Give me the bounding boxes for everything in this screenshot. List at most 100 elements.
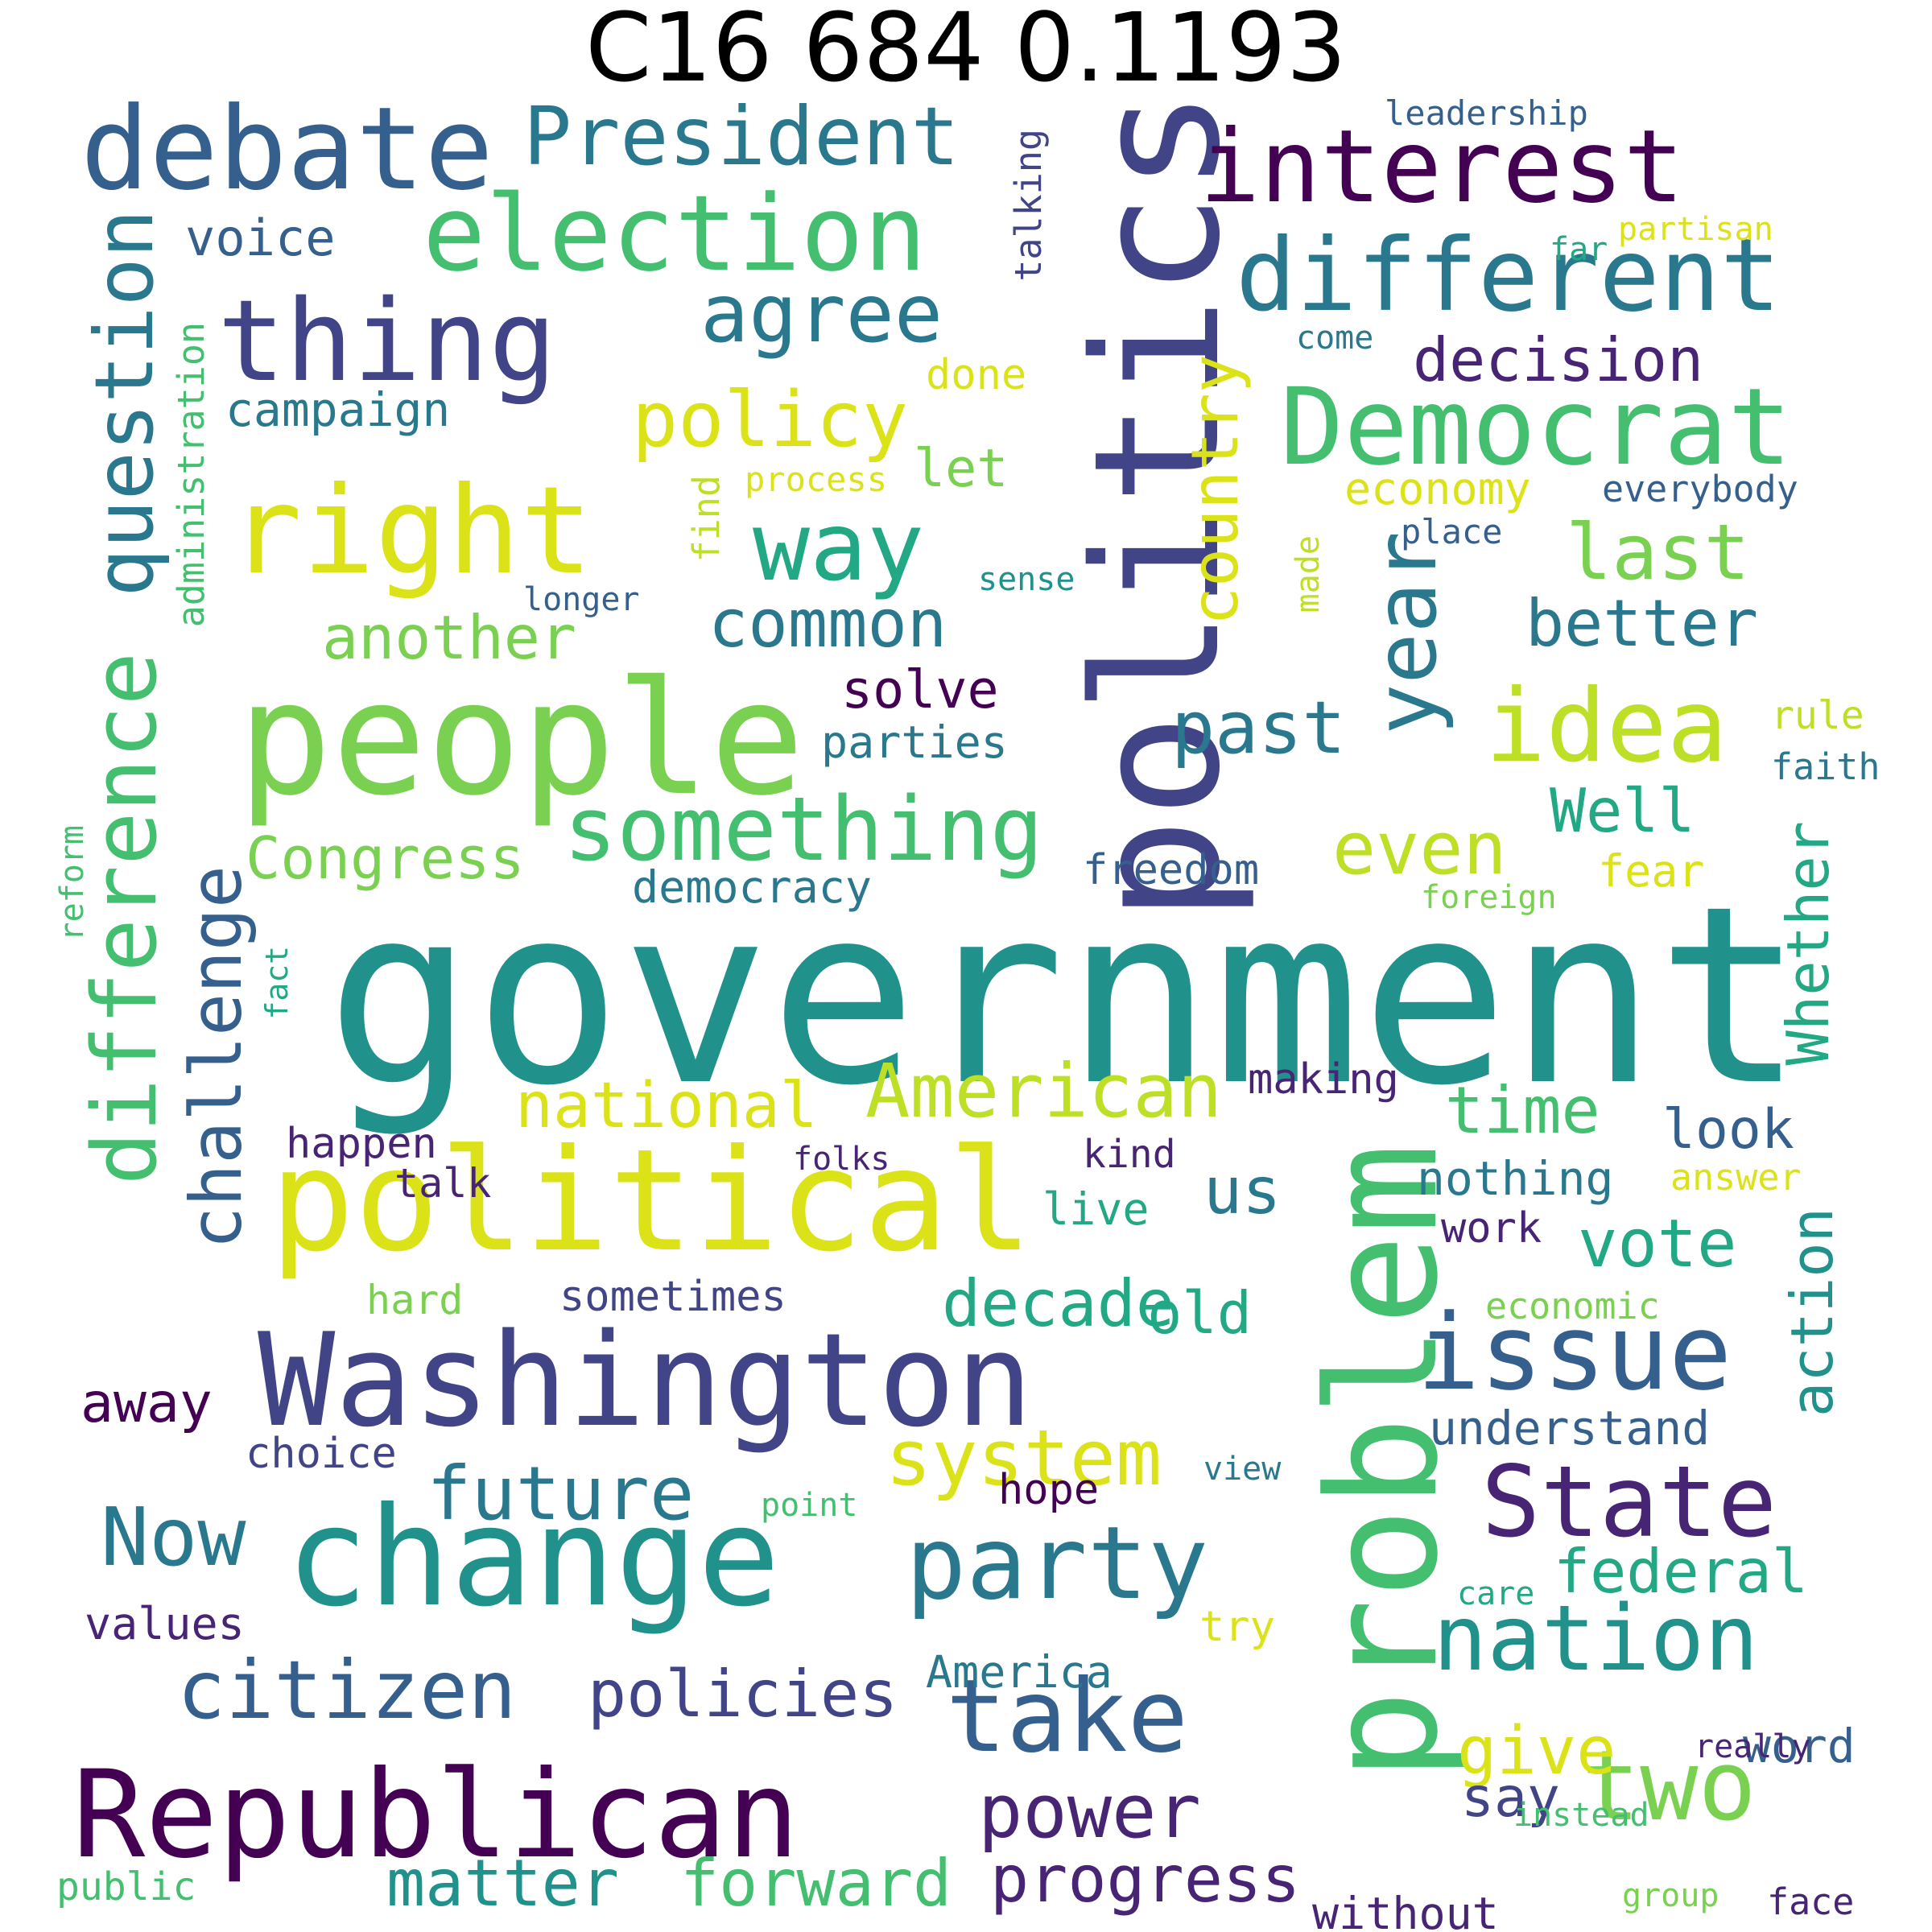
word-whether: Whether [1774, 821, 1842, 1066]
word-economic: economic [1485, 1285, 1660, 1327]
word-future: future [427, 1451, 695, 1537]
word-nation: nation [1433, 1587, 1759, 1691]
word-debate: debate [80, 83, 493, 216]
word-us: us [1203, 1154, 1282, 1228]
word-hard: hard [366, 1277, 464, 1323]
word-folks: folks [793, 1141, 890, 1178]
word-thing: thing [217, 276, 557, 407]
word-election: election [423, 172, 927, 295]
word-decision: decision [1413, 324, 1704, 395]
word-longer: longer [523, 581, 640, 618]
word-understand: understand [1429, 1401, 1711, 1455]
word-care: care [1457, 1575, 1535, 1612]
word-president: President [523, 89, 960, 184]
word-look: look [1662, 1098, 1794, 1162]
word-rule: rule [1771, 693, 1864, 738]
word-word: word [1743, 1719, 1856, 1773]
word-country: country [1178, 354, 1253, 626]
word-people: people [237, 647, 805, 830]
word-system: system [886, 1414, 1162, 1503]
word-everybody: everybody [1602, 468, 1798, 510]
word-really: really [1695, 1728, 1811, 1765]
word-campaign: campaign [225, 382, 451, 437]
word-parties: parties [821, 716, 1008, 768]
word-year: year [1357, 531, 1455, 735]
word-republican: Republican [72, 1745, 800, 1885]
word-made: made [1290, 535, 1327, 613]
word-state: State [1481, 1445, 1777, 1559]
word-policy: policy [632, 376, 909, 464]
word-hope: hope [998, 1466, 1100, 1514]
word-different: different [1236, 217, 1781, 334]
word-even: even [1332, 807, 1507, 891]
word-interest: interest [1199, 109, 1685, 225]
word-choice: choice [246, 1430, 397, 1478]
word-sometimes: sometimes [559, 1273, 786, 1321]
word-government: government [326, 853, 1805, 1139]
word-done: done [926, 351, 1027, 399]
word-now: Now [101, 1490, 246, 1584]
word-away: away [80, 1372, 213, 1435]
word-progress: progress [990, 1842, 1301, 1917]
word-faith: faith [1771, 745, 1880, 788]
word-nothing: nothing [1417, 1151, 1614, 1206]
word-process: process [745, 460, 888, 499]
word-solve: solve [841, 660, 999, 720]
word-happen: happen [286, 1120, 437, 1168]
word-right: right [229, 461, 593, 601]
word-instead: instead [1513, 1797, 1649, 1834]
word-fact: fact [259, 946, 295, 1020]
word-work: work [1441, 1204, 1542, 1253]
word-citizen: citizen [177, 1643, 517, 1737]
word-making: making [1248, 1055, 1399, 1104]
word-view: view [1203, 1451, 1282, 1488]
word-national: national [515, 1070, 818, 1142]
word-face: face [1767, 1880, 1855, 1923]
word-old: old [1147, 1279, 1253, 1347]
word-talking: talking [1007, 129, 1050, 282]
word-point: point [761, 1487, 858, 1524]
word-leadership: leadership [1385, 93, 1588, 133]
word-sense: sense [978, 561, 1075, 598]
word-reform: reform [54, 825, 91, 942]
word-group: group [1622, 1877, 1719, 1914]
word-voice: voice [185, 208, 336, 267]
word-idea: idea [1485, 668, 1728, 785]
word-talk: talk [394, 1160, 492, 1207]
word-try: try [1199, 1603, 1275, 1651]
word-last: last [1566, 509, 1750, 597]
word-democrat: Democrat [1280, 365, 1792, 489]
word-administration: administration [170, 322, 213, 628]
word-give: give [1457, 1713, 1616, 1790]
word-far: far [1550, 231, 1608, 268]
word-forward: forward [680, 1846, 952, 1921]
word-well: Well [1550, 775, 1695, 846]
word-issue: issue [1417, 1291, 1732, 1414]
word-vote: vote [1578, 1206, 1737, 1282]
word-action: action [1778, 1208, 1846, 1418]
word-let: let [914, 439, 1009, 499]
word-political: political [270, 1120, 1034, 1283]
word-foreign: foreign [1421, 879, 1557, 916]
word-past: past [1171, 686, 1346, 770]
word-change: change [286, 1478, 781, 1637]
word-kind: kind [1083, 1132, 1176, 1177]
word-challenge: challenge [175, 865, 258, 1249]
word-take: take [946, 1658, 1189, 1775]
word-find: find [685, 475, 728, 563]
word-time: time [1445, 1073, 1600, 1148]
word-answer: answer [1670, 1156, 1802, 1199]
word-question: question [77, 209, 171, 597]
word-washington: Washington [258, 1305, 1034, 1455]
word-congress: Congress [246, 824, 525, 892]
word-live: live [1042, 1183, 1150, 1235]
word-american: American [865, 1048, 1223, 1134]
word-something: something [564, 778, 1044, 881]
word-public: public [56, 1864, 196, 1909]
word-two: two [1582, 1731, 1757, 1843]
word-freedom: freedom [1083, 846, 1260, 894]
word-without: without [1312, 1888, 1499, 1932]
word-democracy: democracy [632, 861, 873, 913]
word-america: America [926, 1646, 1113, 1698]
